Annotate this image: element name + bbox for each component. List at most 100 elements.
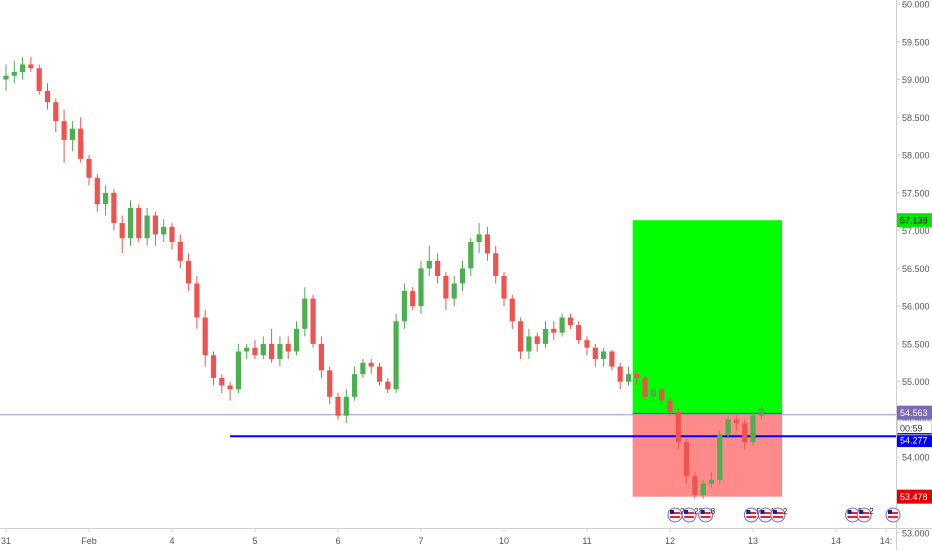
candle[interactable] [426, 260, 432, 269]
candle[interactable] [28, 64, 34, 69]
candle[interactable] [742, 423, 748, 443]
candle[interactable] [609, 351, 615, 367]
candle[interactable] [269, 343, 275, 360]
candle[interactable] [78, 128, 84, 159]
candle[interactable] [20, 64, 26, 72]
candle[interactable] [103, 192, 109, 205]
candle[interactable] [260, 343, 266, 356]
candle[interactable] [725, 419, 731, 435]
candle[interactable] [177, 241, 183, 261]
candle[interactable] [592, 347, 598, 360]
candle[interactable] [700, 483, 706, 495]
candle[interactable] [219, 377, 225, 386]
candle[interactable] [86, 158, 92, 178]
candle[interactable] [534, 336, 540, 344]
candle[interactable] [484, 234, 490, 254]
candle[interactable] [410, 291, 416, 307]
event-flag-canton [760, 510, 765, 514]
candle[interactable] [509, 298, 515, 322]
candle[interactable] [758, 408, 764, 416]
candle[interactable] [542, 328, 549, 344]
candle[interactable] [94, 177, 100, 205]
candle[interactable] [119, 223, 125, 239]
candle[interactable] [44, 90, 51, 103]
candle[interactable] [310, 298, 316, 344]
candle[interactable] [285, 343, 291, 352]
candle[interactable] [277, 343, 283, 360]
candle[interactable] [518, 321, 524, 352]
candle[interactable] [443, 275, 449, 299]
candle[interactable] [501, 275, 507, 299]
candle[interactable] [385, 381, 391, 390]
candle[interactable] [111, 192, 117, 224]
x-tick-label: 5 [252, 536, 257, 546]
candle[interactable] [144, 215, 150, 239]
candle[interactable] [252, 347, 258, 356]
candle[interactable] [476, 234, 482, 242]
candle[interactable] [567, 317, 573, 326]
candle[interactable] [335, 396, 341, 416]
candle[interactable] [451, 283, 457, 299]
candle[interactable] [642, 377, 648, 397]
candle[interactable] [733, 419, 739, 424]
candle[interactable] [393, 321, 399, 390]
candle[interactable] [625, 374, 632, 382]
candle[interactable] [684, 442, 690, 477]
candle[interactable] [61, 121, 67, 140]
candle[interactable] [601, 351, 607, 360]
candle[interactable] [459, 268, 466, 284]
candle[interactable] [418, 268, 424, 307]
candle[interactable] [650, 389, 656, 397]
candle[interactable] [708, 479, 715, 484]
candle[interactable] [53, 102, 59, 122]
candle[interactable] [194, 283, 200, 318]
candle[interactable] [717, 434, 723, 480]
event-flag-canton [746, 510, 751, 514]
candle[interactable] [169, 226, 175, 242]
candle[interactable] [318, 343, 324, 371]
candle[interactable] [202, 317, 208, 356]
candle[interactable] [493, 253, 499, 276]
event-flag-stripe [888, 516, 898, 518]
candle[interactable] [551, 328, 557, 333]
candle[interactable] [692, 476, 698, 495]
candle[interactable] [659, 389, 665, 401]
candle[interactable] [244, 347, 250, 352]
candle[interactable] [343, 396, 349, 416]
candle[interactable] [227, 385, 233, 390]
candle[interactable] [36, 68, 42, 91]
candle[interactable] [293, 328, 300, 352]
candle[interactable] [161, 226, 167, 235]
candle[interactable] [667, 400, 673, 412]
candle[interactable] [675, 411, 681, 443]
candle[interactable] [235, 351, 241, 390]
candle[interactable] [526, 336, 532, 352]
candle[interactable] [127, 207, 134, 239]
stop-zone[interactable] [632, 413, 783, 497]
candle[interactable] [352, 374, 358, 397]
candle[interactable] [468, 241, 474, 269]
candle[interactable] [302, 298, 308, 329]
event-flag-stripe [700, 512, 711, 514]
candle[interactable] [617, 366, 623, 382]
candle[interactable] [210, 355, 217, 378]
candle[interactable] [376, 366, 383, 382]
candle[interactable] [360, 362, 366, 375]
candle[interactable] [576, 325, 582, 341]
candle[interactable] [136, 207, 142, 239]
candle[interactable] [634, 374, 640, 378]
candle[interactable] [559, 317, 565, 333]
candle[interactable] [435, 260, 441, 276]
candle[interactable] [327, 370, 333, 397]
candle[interactable] [186, 260, 192, 284]
candle[interactable] [750, 415, 756, 443]
candle[interactable] [3, 75, 9, 80]
candle[interactable] [69, 128, 75, 140]
target-zone[interactable] [632, 220, 783, 414]
candle[interactable] [152, 215, 158, 235]
candle[interactable] [401, 291, 407, 322]
candle[interactable] [368, 362, 374, 367]
candle[interactable] [11, 71, 17, 76]
candle[interactable] [584, 340, 590, 348]
